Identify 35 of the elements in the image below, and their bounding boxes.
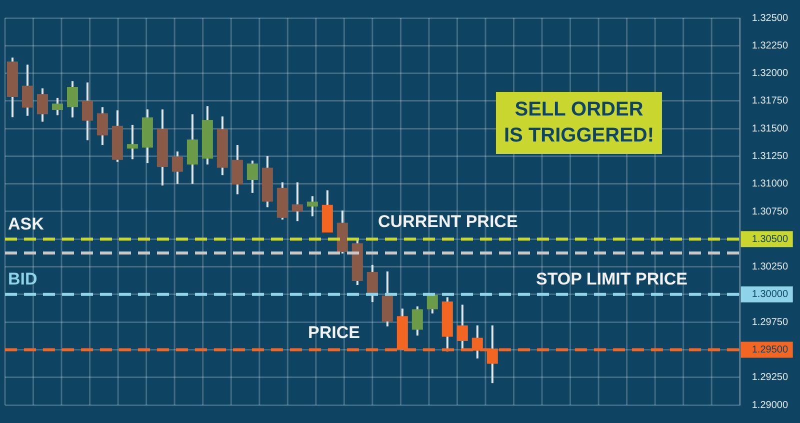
y-tick-label: 1.30000 [752, 289, 788, 300]
candlestick [52, 96, 63, 116]
candlestick [22, 64, 33, 117]
candlestick [292, 181, 303, 222]
y-tick-label: 1.30500 [752, 234, 788, 245]
ref-line-label: CURRENT PRICE [378, 212, 518, 232]
candlestick [96, 106, 108, 146]
y-tick-label: 1.31750 [752, 96, 788, 107]
y-tick-label: 1.31500 [752, 123, 788, 134]
ref-line-label: PRICE [308, 322, 360, 342]
annotation: SELL ORDER IS TRIGGERED! [504, 98, 654, 147]
y-tick-label: 1.29250 [752, 372, 788, 384]
y-tick-label: 1.31000 [752, 178, 788, 190]
candlestick [82, 81, 93, 142]
y-tick-label: 1.31250 [752, 150, 788, 162]
candlestick [426, 294, 438, 314]
y-tick-label: 1.29000 [752, 400, 788, 411]
candlestick [306, 195, 318, 218]
y-tick-label: 1.30250 [752, 262, 788, 273]
y-tick-label: 1.32000 [752, 68, 788, 80]
candlestick [66, 80, 78, 118]
candlestick [412, 305, 423, 337]
candlestick [126, 124, 138, 160]
y-tick-label: 1.32500 [752, 12, 788, 24]
candlestick [366, 264, 378, 304]
candlestick [36, 87, 48, 123]
y-tick-label: 1.29500 [752, 344, 788, 356]
annotation: STOP LIMIT PRICE [536, 270, 688, 289]
candlestick [246, 160, 258, 194]
ref-line-label: BID [8, 270, 38, 289]
candlestick [172, 150, 183, 185]
y-tick-label: 1.29750 [752, 316, 788, 328]
y-tick-label: 1.30750 [752, 206, 788, 218]
y-tick-label: 1.32250 [752, 40, 788, 52]
ref-line-label: ASK [8, 214, 45, 234]
